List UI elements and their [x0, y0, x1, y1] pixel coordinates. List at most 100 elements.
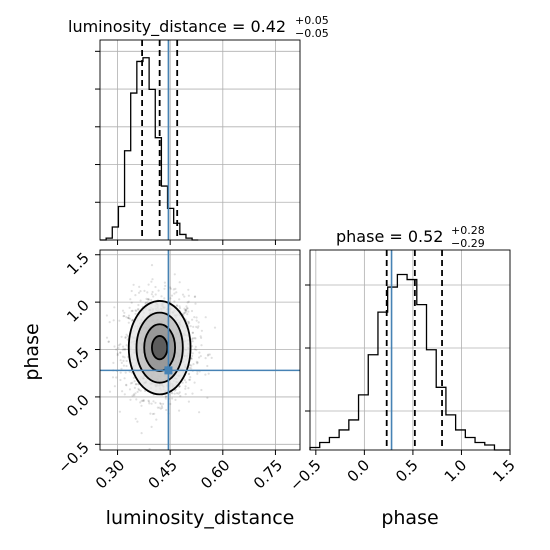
scatter-point [154, 285, 157, 289]
scatter-point [146, 298, 149, 301]
scatter-point [155, 418, 158, 421]
scatter-point [124, 371, 127, 374]
scatter-point [159, 402, 162, 406]
scatter-point [178, 391, 181, 394]
scatter-point [184, 308, 187, 312]
scatter-point [189, 376, 192, 379]
scatter-point [124, 336, 127, 339]
phase-title-sup: +0.28 [451, 224, 485, 237]
scatter-point [105, 336, 109, 339]
truth-marker [164, 366, 173, 375]
scatter-point [185, 308, 188, 311]
lum-histogram-steps [100, 57, 199, 241]
phase-hist-frame [309, 249, 511, 451]
scatter-point [140, 404, 143, 407]
x-axis-label-phase: phase [381, 507, 438, 529]
scatter-point [171, 392, 174, 395]
scatter-point [208, 353, 211, 356]
scatter-point [191, 318, 194, 321]
scatter-point [200, 344, 203, 347]
phase-y-tick-label-1: 0.0 [63, 391, 93, 421]
phase-tick-label-1: 0.0 [344, 456, 374, 486]
scatter-point [122, 359, 125, 362]
scatter-point [123, 393, 126, 396]
scatter-point [190, 357, 193, 360]
scatter-point [135, 398, 138, 401]
scatter-point [190, 367, 193, 370]
lum-tick-label-3: 0.75 [250, 456, 286, 492]
scatter-point [148, 402, 151, 405]
scatter-point [188, 378, 191, 381]
phase-histogram-panel: −0.5 0.0 0.5 1.0 1.5 [286, 249, 519, 495]
scatter-point [122, 348, 125, 351]
scatter-point [125, 359, 128, 363]
x-axis-label-lum: luminosity_distance [106, 507, 295, 529]
scatter-point [181, 293, 185, 296]
scatter-point [112, 361, 115, 364]
scatter-point [184, 385, 187, 388]
scatter-point [107, 340, 110, 343]
scatter-point [210, 356, 213, 359]
scatter-point [183, 307, 186, 310]
scatter-point [132, 283, 135, 286]
scatter-point [118, 319, 121, 322]
scatter-point [185, 305, 188, 308]
scatter-point [178, 307, 182, 310]
scatter-point [191, 354, 194, 358]
scatter-point [184, 309, 187, 312]
scatter-point [160, 295, 163, 298]
scatter-point [173, 300, 176, 303]
scatter-point [134, 417, 137, 420]
scatter-point [124, 336, 127, 339]
scatter-point [126, 335, 129, 338]
scatter-point [195, 316, 198, 319]
scatter-point [204, 316, 207, 319]
scatter-point [187, 400, 190, 403]
scatter-point [133, 394, 136, 397]
scatter-point [192, 363, 195, 366]
contour-level-0 [127, 300, 192, 396]
scatter-point [178, 385, 181, 388]
scatter-point [191, 352, 194, 355]
scatter-point [111, 376, 115, 379]
lum-dist-title-sub: −0.05 [295, 27, 329, 40]
scatter-point [185, 307, 189, 310]
scatter-point [159, 402, 162, 405]
scatter-point [185, 309, 188, 312]
scatter-point [142, 398, 145, 402]
scatter-point [188, 366, 191, 369]
scatter-point [119, 351, 122, 354]
scatter-point [136, 390, 139, 393]
scatter-point [125, 384, 128, 387]
scatter-point [151, 290, 154, 294]
density-fill-3 [151, 335, 168, 360]
scatter-point [134, 392, 137, 395]
scatter-point [192, 325, 195, 328]
scatter-point [122, 315, 125, 318]
scatter-point [178, 298, 181, 301]
scatter-point [150, 402, 153, 405]
scatter-point [163, 281, 166, 284]
phase-y-tick-label-2: 0.5 [63, 344, 93, 374]
joint-plot-area [100, 250, 300, 450]
scatter-point [164, 395, 167, 398]
scatter-point [115, 348, 118, 351]
scatter-point [128, 370, 131, 373]
scatter-point [137, 303, 140, 307]
lum-dist-histogram-panel [95, 39, 301, 245]
scatter-point [125, 316, 128, 319]
scatter-point [120, 335, 123, 338]
phase-y-tick-label-0: −0.5 [54, 438, 92, 476]
phase-y-tick-label-4: 1.5 [63, 249, 93, 279]
scatter-point [178, 305, 181, 308]
scatter-point [198, 411, 201, 414]
scatter-point [178, 409, 181, 412]
scatter-point [135, 383, 138, 386]
scatter-point [119, 371, 122, 374]
scatter-point [127, 321, 130, 324]
scatter-point [129, 382, 132, 385]
scatter-point [189, 325, 192, 328]
lum-hist-frame [99, 39, 301, 241]
scatter-point [129, 398, 132, 401]
